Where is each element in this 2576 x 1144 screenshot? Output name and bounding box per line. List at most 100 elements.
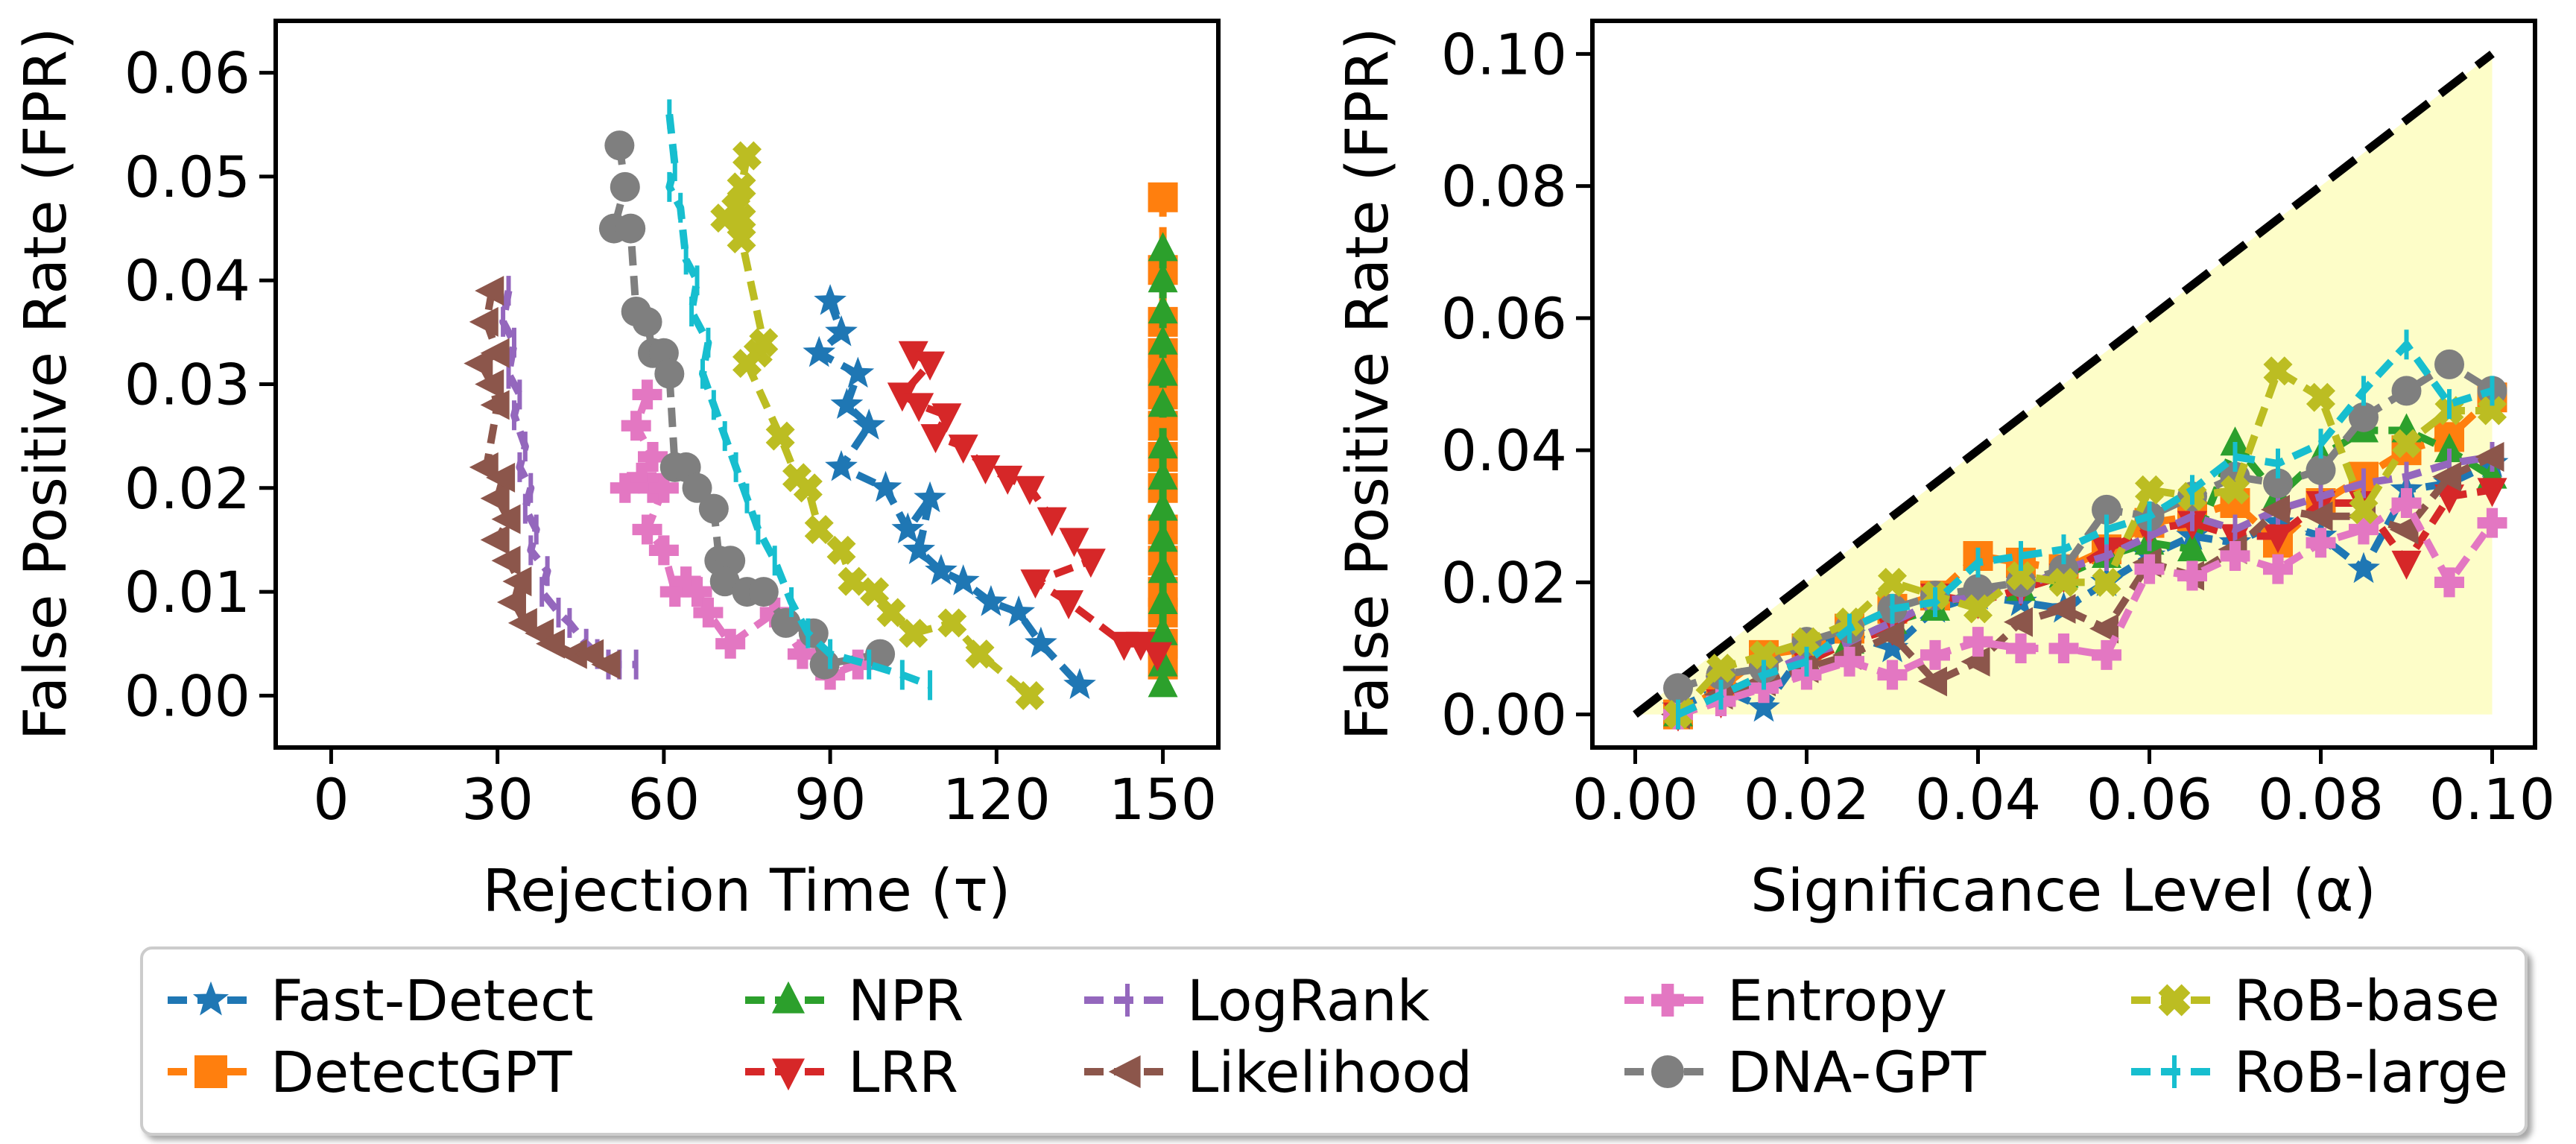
left-point-fast-detect	[914, 481, 946, 513]
left-point-likelihood	[491, 504, 521, 534]
left-point-npr	[1148, 616, 1178, 645]
right-point-fast-detect	[2347, 552, 2380, 584]
left-point-rob-base	[826, 535, 856, 565]
left-point-fast-detect	[869, 470, 902, 502]
left-point-npr	[1148, 554, 1178, 584]
right-point-dna-gpt	[2092, 494, 2121, 525]
legend-marker-npr	[772, 981, 805, 1014]
left-y-tick-label: 0.02	[124, 455, 250, 522]
left-point-lrr	[1015, 475, 1045, 505]
right-point-rob-base	[1706, 654, 1736, 683]
right-point-lrr	[2434, 484, 2464, 514]
right-point-likelihood	[1875, 620, 1905, 651]
right-point-likelihood	[2089, 613, 2118, 644]
legend-entry-logrank: LogRank	[1084, 967, 1430, 1034]
left-point-lrr	[904, 393, 934, 423]
left-point-entropy	[693, 597, 724, 628]
right-point-dna-gpt	[2434, 349, 2464, 379]
legend-marker-lrr	[772, 1058, 805, 1091]
right-point-rob-base	[1877, 567, 1908, 597]
left-y-tick-label: 0.06	[124, 40, 250, 107]
left-point-entropy	[671, 566, 701, 597]
left-point-fast-detect	[841, 356, 875, 388]
right-point-npr	[2177, 532, 2207, 562]
left-point-fast-detect	[902, 533, 936, 564]
left-point-rob-base	[765, 421, 795, 451]
left-point-entropy	[632, 379, 662, 410]
left-point-likelihood	[507, 607, 537, 638]
left-point-dna-gpt	[770, 607, 801, 638]
right-point-rob-base	[2263, 356, 2293, 386]
right-point-entropy	[2220, 540, 2250, 571]
right-point-rob-base	[2134, 475, 2165, 505]
left-point-dna-gpt	[709, 566, 740, 597]
left-series-entropy	[610, 379, 873, 690]
right-point-likelihood	[2261, 494, 2290, 525]
left-point-likelihood	[480, 483, 510, 513]
right-point-lrr	[2477, 478, 2507, 508]
right-point-fast-detect	[1747, 690, 1780, 722]
left-point-rob-base	[732, 141, 762, 171]
left-point-npr	[1148, 668, 1178, 698]
right-point-entropy	[1920, 639, 1950, 670]
left-point-entropy	[632, 514, 662, 545]
right-x-tick-label: 0.08	[2258, 766, 2384, 832]
left-point-entropy	[648, 473, 679, 503]
left-series-npr	[1148, 232, 1178, 698]
legend-label-rob-base: RoB-base	[2234, 967, 2500, 1034]
left-chart-panel: 0 30 60 90 120 150 0.00 0.01 0.02 0.03 0.04 0.05 0.0…	[13, 19, 1221, 925]
left-y-tick-label: 0.03	[124, 352, 250, 418]
legend-marker-rob-base	[2158, 984, 2191, 1017]
left-point-fast-detect	[1002, 595, 1035, 627]
left-point-npr	[1148, 263, 1178, 293]
right-x-axis-label: Significance Level (α)	[1750, 858, 2376, 925]
right-x-tick-label: 0.10	[2429, 766, 2555, 832]
left-point-rob-base	[860, 577, 890, 607]
right-point-likelihood	[2432, 461, 2461, 492]
right-point-rob-base	[1791, 627, 1822, 657]
right-point-dna-gpt	[2306, 455, 2336, 485]
right-point-dna-gpt	[1663, 673, 1693, 704]
left-point-likelihood	[480, 525, 510, 555]
left-point-lrr	[887, 382, 917, 412]
right-point-rob-base	[2092, 567, 2121, 597]
left-point-dna-gpt	[610, 171, 640, 202]
right-series-rob-large	[1676, 329, 2495, 730]
right-point-rob-base	[2006, 561, 2036, 591]
right-series-group	[1661, 329, 2509, 732]
left-point-dna-gpt	[682, 473, 712, 503]
left-point-entropy	[648, 535, 679, 566]
left-series-rob-base	[710, 141, 1045, 710]
right-line-likelihood	[1676, 453, 2494, 718]
right-point-entropy	[2263, 554, 2293, 584]
right-y-tick-label: 0.06	[1441, 285, 1567, 352]
left-point-rob-base	[965, 639, 995, 669]
right-point-likelihood	[2475, 442, 2504, 472]
left-point-entropy	[715, 628, 746, 659]
right-point-likelihood	[2004, 607, 2033, 637]
left-point-likelihood	[480, 390, 510, 420]
left-point-npr	[1148, 585, 1178, 614]
right-point-entropy	[1835, 646, 1864, 677]
left-point-likelihood	[496, 587, 526, 617]
left-y-tick-label: 0.05	[124, 144, 250, 210]
right-point-entropy	[1877, 660, 1908, 690]
left-point-entropy	[621, 411, 651, 441]
right-point-entropy	[2177, 560, 2207, 591]
left-point-lrr	[1054, 590, 1084, 619]
right-point-rob-base	[2306, 382, 2336, 412]
right-point-entropy	[2306, 528, 2336, 558]
left-point-entropy	[787, 639, 817, 669]
left-point-npr	[1148, 522, 1178, 552]
left-point-npr	[1148, 325, 1178, 355]
right-point-entropy	[2349, 514, 2379, 545]
left-point-likelihood	[469, 452, 499, 482]
right-point-rob-base	[2477, 396, 2507, 426]
left-point-likelihood	[475, 276, 504, 306]
left-ticks: 0 30 60 90 120 150 0.00 0.01 0.02 0.03 0.04 0.05 0.0…	[124, 40, 1217, 832]
right-x-tick-label: 0.00	[1572, 766, 1698, 832]
legend-entry-rob-large: RoB-large	[2131, 1039, 2508, 1105]
left-point-fast-detect	[1025, 626, 1057, 658]
left-point-dna-gpt	[604, 130, 635, 161]
left-series-likelihood	[463, 276, 621, 680]
